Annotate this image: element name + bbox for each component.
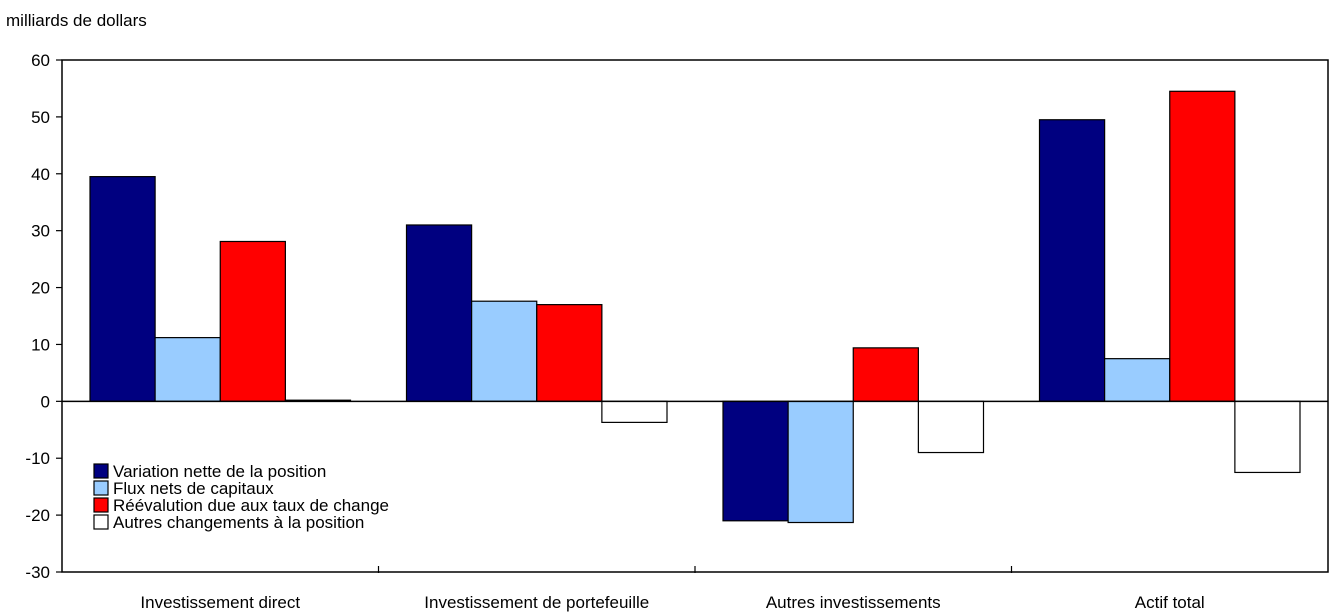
x-axis: Investissement direct Investissement de p… xyxy=(140,566,1205,612)
x-tick-label: Actif total xyxy=(1135,593,1205,612)
bar xyxy=(787,400,854,524)
bar xyxy=(917,400,985,454)
bar xyxy=(154,337,221,402)
x-tick-label: Investissement direct xyxy=(140,593,300,612)
y-tick-label: 40 xyxy=(31,165,50,184)
legend-label: Variation nette de la position xyxy=(113,462,326,481)
y-axis-title: milliards de dollars xyxy=(6,11,147,30)
bar xyxy=(1169,90,1236,402)
bar xyxy=(722,400,789,522)
legend-label: Flux nets de capitaux xyxy=(113,479,274,498)
y-tick-label: 50 xyxy=(31,108,50,127)
bar xyxy=(1038,119,1106,402)
bar xyxy=(405,224,473,402)
y-tick-label: 0 xyxy=(41,392,50,411)
bar xyxy=(1104,358,1171,402)
bar xyxy=(852,347,919,402)
y-tick-label: -20 xyxy=(25,506,50,525)
y-tick-label: -10 xyxy=(25,449,50,468)
y-axis: 60 50 40 30 20 10 0 -10 -20 -30 xyxy=(25,51,62,582)
bars xyxy=(89,90,1301,524)
y-tick-label: 30 xyxy=(31,222,50,241)
legend-swatch xyxy=(93,463,109,479)
legend-swatch xyxy=(93,497,109,513)
bar xyxy=(471,300,538,402)
bar xyxy=(219,240,286,402)
bar xyxy=(1234,400,1301,474)
x-tick-label: Autres investissements xyxy=(766,593,941,612)
y-tick-label: 10 xyxy=(31,335,50,354)
y-tick-label: -30 xyxy=(25,563,50,582)
x-tick-label: Investissement de portefeuille xyxy=(424,593,649,612)
bar xyxy=(601,400,668,423)
y-tick-label: 20 xyxy=(31,279,50,298)
bar xyxy=(536,304,603,402)
legend-swatch xyxy=(93,480,109,496)
legend-label: Réévalution due aux taux de change xyxy=(113,496,389,515)
y-tick-label: 60 xyxy=(31,51,50,70)
legend-swatch xyxy=(93,514,109,530)
legend-label: Autres changements à la position xyxy=(113,513,364,532)
bar xyxy=(89,176,156,402)
